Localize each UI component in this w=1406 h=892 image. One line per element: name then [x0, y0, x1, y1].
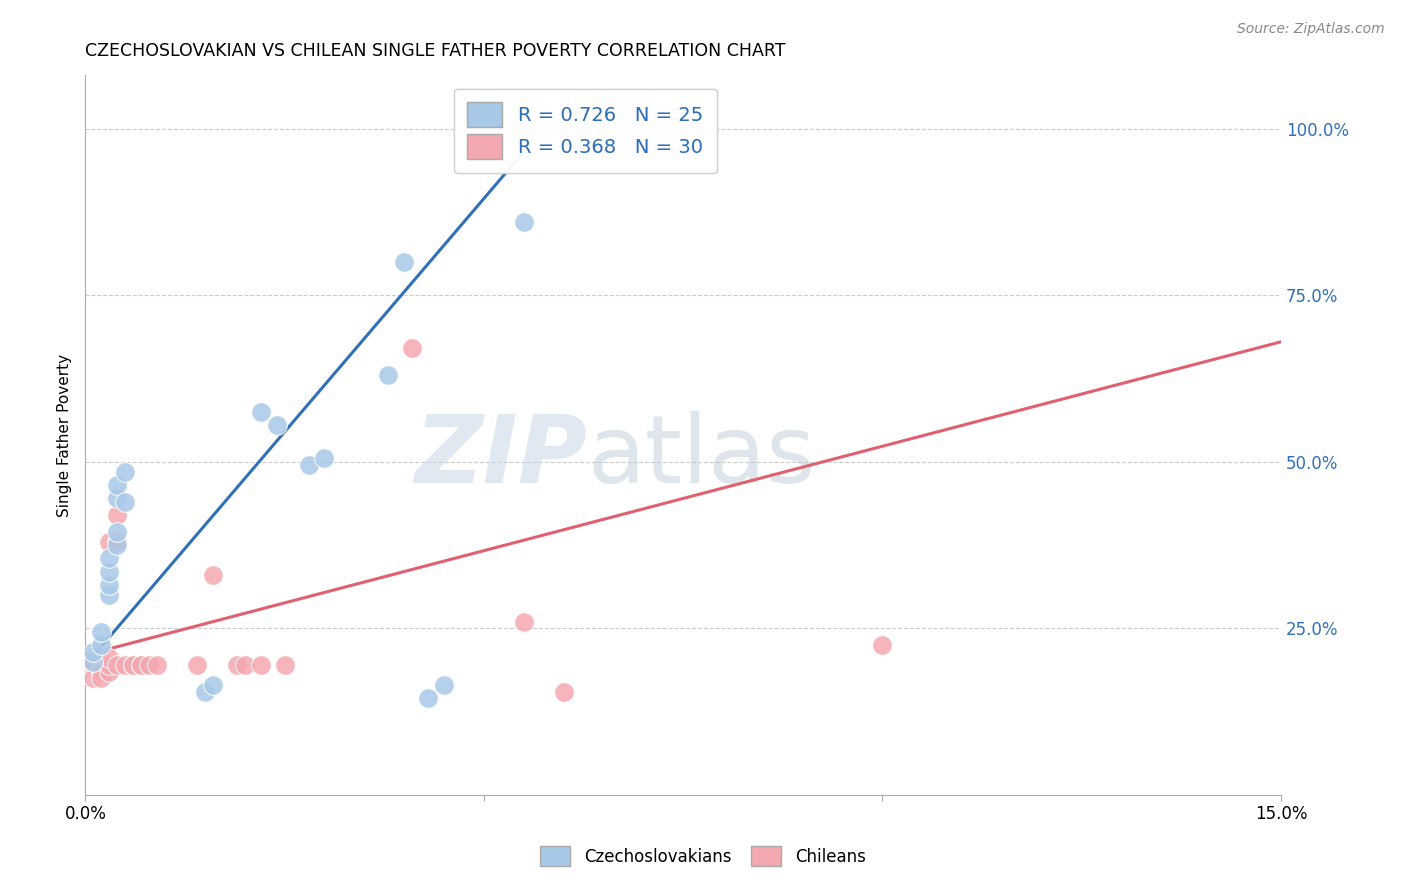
Text: atlas: atlas: [588, 410, 815, 503]
Y-axis label: Single Father Poverty: Single Father Poverty: [58, 353, 72, 516]
Point: [90, 665, 112, 679]
Point: [314, 451, 336, 466]
Point: [122, 658, 145, 673]
Point: [98, 534, 121, 549]
Point: [98, 651, 121, 665]
Point: [114, 465, 136, 479]
Point: [82, 672, 104, 686]
Point: [194, 685, 217, 699]
Point: [98, 665, 121, 679]
Point: [513, 215, 536, 229]
Point: [122, 658, 145, 673]
Point: [114, 658, 136, 673]
Point: [273, 658, 295, 673]
Point: [105, 524, 128, 539]
Text: ZIP: ZIP: [415, 410, 588, 503]
Point: [146, 658, 169, 673]
Point: [433, 678, 456, 692]
Point: [105, 478, 128, 492]
Point: [377, 368, 399, 383]
Point: [82, 655, 104, 669]
Point: [201, 678, 224, 692]
Point: [90, 638, 112, 652]
Text: Source: ZipAtlas.com: Source: ZipAtlas.com: [1237, 22, 1385, 37]
Point: [249, 658, 271, 673]
Point: [186, 658, 208, 673]
Point: [297, 458, 319, 472]
Point: [233, 658, 256, 673]
Point: [105, 491, 128, 506]
Point: [401, 342, 423, 356]
Point: [201, 568, 224, 582]
Point: [513, 615, 536, 629]
Point: [98, 551, 121, 566]
Point: [392, 255, 415, 269]
Point: [249, 405, 271, 419]
Point: [105, 508, 128, 522]
Point: [266, 418, 288, 433]
Point: [98, 578, 121, 592]
Point: [105, 534, 128, 549]
Point: [98, 588, 121, 602]
Legend: R = 0.726   N = 25, R = 0.368   N = 30: R = 0.726 N = 25, R = 0.368 N = 30: [454, 88, 717, 172]
Point: [129, 658, 152, 673]
Legend: Czechoslovakians, Chileans: Czechoslovakians, Chileans: [531, 838, 875, 875]
Point: [105, 538, 128, 552]
Point: [98, 658, 121, 673]
Point: [114, 495, 136, 509]
Point: [105, 658, 128, 673]
Point: [129, 658, 152, 673]
Point: [553, 685, 575, 699]
Point: [90, 624, 112, 639]
Point: [90, 672, 112, 686]
Point: [82, 658, 104, 673]
Point: [82, 655, 104, 669]
Text: CZECHOSLOVAKIAN VS CHILEAN SINGLE FATHER POVERTY CORRELATION CHART: CZECHOSLOVAKIAN VS CHILEAN SINGLE FATHER…: [86, 42, 786, 60]
Point: [98, 565, 121, 579]
Point: [416, 691, 439, 706]
Point: [872, 638, 894, 652]
Point: [82, 645, 104, 659]
Point: [225, 658, 247, 673]
Point: [138, 658, 160, 673]
Point: [90, 658, 112, 673]
